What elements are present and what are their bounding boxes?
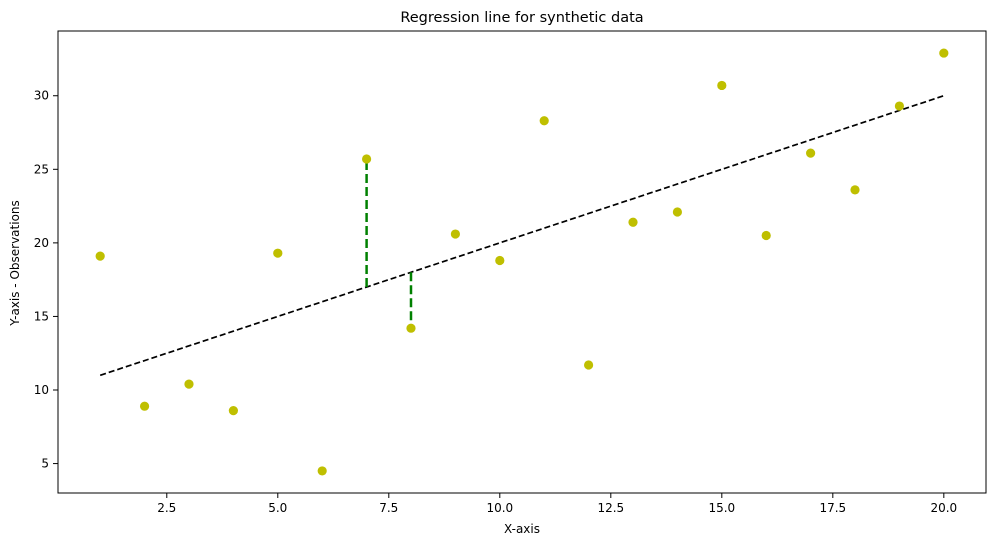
x-tick-label: 2.5	[157, 501, 176, 515]
x-tick-label: 17.5	[819, 501, 846, 515]
y-axis-label: Y-axis - Observations	[8, 200, 22, 327]
x-axis-label: X-axis	[504, 522, 540, 536]
data-point	[539, 116, 549, 126]
x-tick-label: 15.0	[708, 501, 735, 515]
data-point	[361, 154, 372, 164]
data-point	[761, 230, 771, 241]
y-tick-label: 30	[34, 89, 49, 103]
data-point	[228, 406, 238, 416]
axes-layer: 2.5 5.0 7.5 10.0 12.5 15.0 17.5 20.0 5 10 15 20 25 30	[34, 30, 987, 515]
data-point	[139, 401, 150, 411]
data-point	[939, 48, 949, 58]
data-point	[495, 255, 505, 266]
y-tick-label: 15	[34, 309, 49, 323]
x-tick-label: 20.0	[930, 501, 957, 515]
x-tick-label: 7.5	[379, 501, 398, 515]
data-point	[273, 248, 283, 258]
data-point	[95, 251, 105, 261]
y-tick-label: 20	[34, 236, 49, 250]
data-point	[894, 101, 905, 111]
data-point	[672, 207, 683, 217]
y-tick-label: 5	[41, 457, 49, 471]
data-point	[806, 148, 816, 158]
y-tick-label: 25	[34, 162, 49, 176]
data-point	[406, 323, 416, 333]
data-point	[628, 217, 638, 227]
x-tick-label: 12.5	[597, 501, 624, 515]
plot-layer	[95, 48, 949, 476]
data-point	[184, 379, 194, 389]
data-point	[584, 360, 594, 370]
y-tick-label: 10	[34, 383, 49, 397]
data-point	[850, 185, 860, 195]
x-tick-label: 10.0	[486, 501, 513, 515]
data-point	[450, 229, 460, 239]
data-point	[717, 80, 727, 91]
data-point	[317, 466, 327, 476]
x-tick-label: 5.0	[268, 501, 287, 515]
chart-title: Regression line for synthetic data	[400, 10, 643, 26]
regression-line	[99, 94, 945, 377]
plot-frame	[57, 30, 987, 494]
